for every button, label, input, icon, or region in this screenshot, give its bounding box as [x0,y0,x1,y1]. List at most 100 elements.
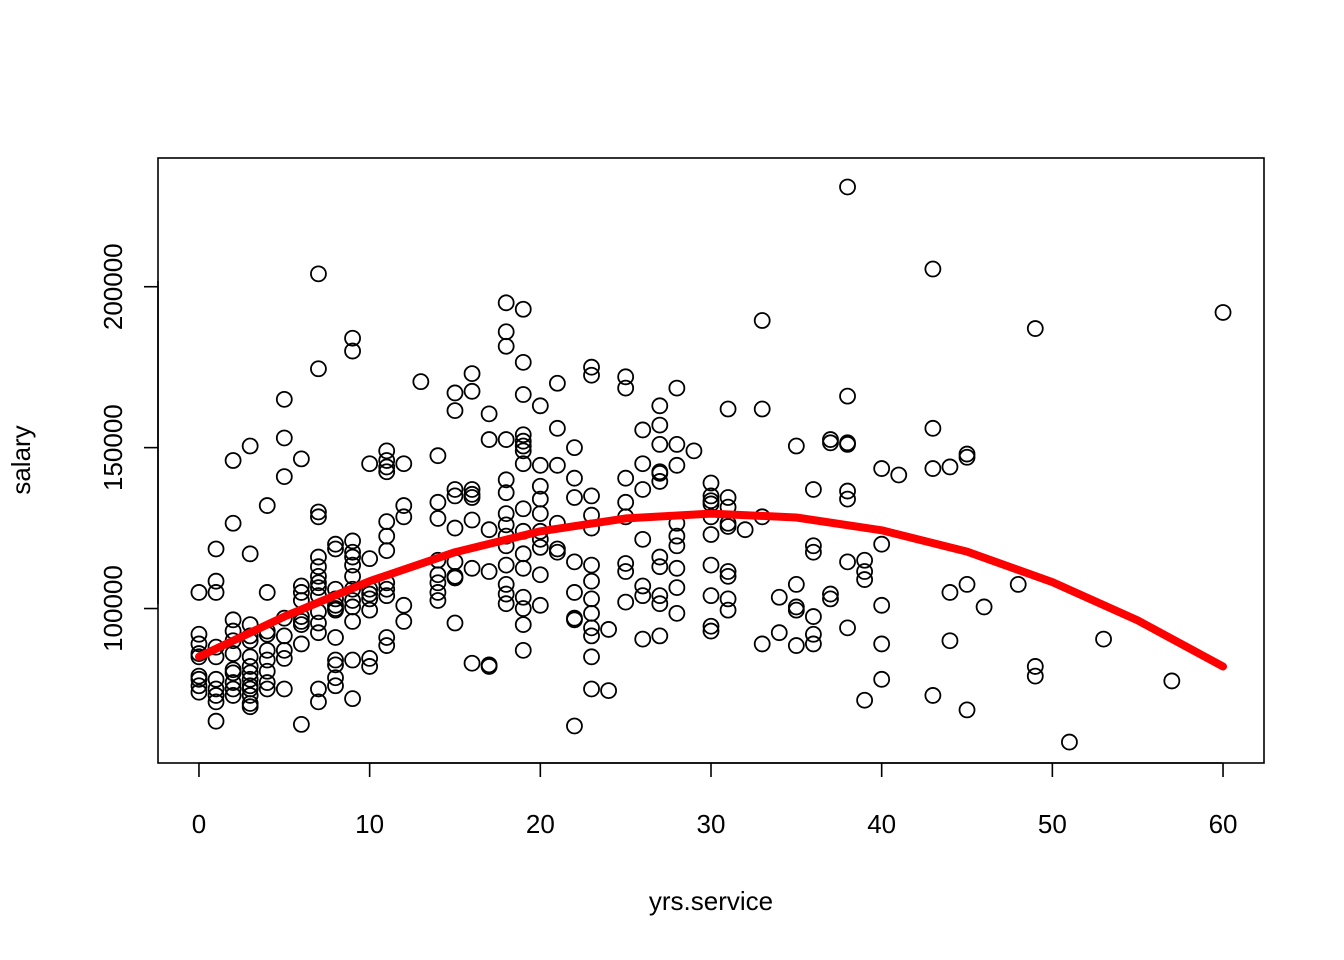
data-point [770,624,788,642]
data-point [856,551,874,569]
data-point [583,680,600,698]
data-point [378,542,396,560]
data-point [310,558,327,576]
data-point [292,715,310,733]
data-point [480,521,498,539]
data-point [395,455,413,473]
data-point [668,559,686,577]
data-point [292,584,310,601]
data-point [651,587,669,605]
data-point [224,645,242,662]
data-point [514,437,532,455]
data-point [446,384,464,402]
data-point [514,455,532,473]
data-point [207,680,225,698]
data-point [975,598,993,616]
data-point [839,436,856,453]
data-point [856,571,874,588]
data-point [514,500,532,518]
data-point [429,574,447,592]
data-point [514,386,532,403]
data-point [668,456,686,474]
data-point [634,577,652,595]
data-point [651,627,669,645]
data-point [805,543,822,561]
data-point [463,365,481,383]
data-point [719,489,737,506]
data-point [753,312,771,329]
data-point [310,548,327,566]
data-point [344,532,361,550]
data-point [344,567,361,585]
data-point [344,543,361,561]
data-point [548,419,566,437]
data-point [617,555,635,572]
data-point [480,563,498,580]
data-point [463,489,481,506]
data-point [241,545,259,563]
data-point [463,559,481,577]
data-point [617,563,635,580]
data-point [480,658,498,675]
data-point [429,584,447,601]
data-point [583,358,600,376]
data-point [327,651,344,669]
x-tick-label: 40 [867,809,896,839]
data-point [463,382,481,400]
data-point [224,514,242,532]
fit-curve [195,509,1227,671]
data-point [941,584,959,601]
data-point [344,592,361,609]
data-point [327,669,344,687]
data-point [292,616,310,634]
data-point [941,632,959,650]
data-point [190,584,208,601]
data-point [224,452,242,469]
data-point [668,527,686,545]
data-point [275,429,293,447]
data-point [310,265,327,283]
plot-frame [157,157,1265,764]
data-point [941,458,959,476]
data-point [327,601,344,619]
data-point [787,637,805,654]
data-point [224,674,242,691]
data-point [258,674,276,691]
data-point [446,402,464,420]
data-point [651,595,669,613]
data-point [497,585,515,603]
data-point [361,590,379,608]
data-point [497,575,515,593]
data-point [770,588,788,606]
data-point [566,717,583,735]
data-point [600,682,617,699]
data-point [378,527,396,545]
data-point [514,600,532,617]
data-point [651,464,669,482]
data-point [736,521,754,539]
data-point [378,442,396,460]
data-point [719,400,737,418]
data-point [207,572,225,590]
data-point [429,566,447,584]
x-tick-label: 50 [1038,809,1067,839]
data-point [651,548,669,566]
data-point [275,680,293,698]
data-point [224,664,242,682]
data-point [207,687,225,704]
data-point [1095,630,1112,648]
data-point [258,584,276,601]
x-tick-label: 20 [526,809,555,839]
data-point [958,448,976,466]
data-point [531,596,549,614]
data-point [583,619,600,637]
data-point [634,530,652,548]
data-point [958,445,976,463]
data-point [548,456,566,474]
data-point [327,677,344,695]
y-tick-label: 100000 [98,565,128,652]
data-point [839,553,856,571]
data-point [702,587,720,605]
data-point [873,460,891,477]
data-point [429,447,447,465]
